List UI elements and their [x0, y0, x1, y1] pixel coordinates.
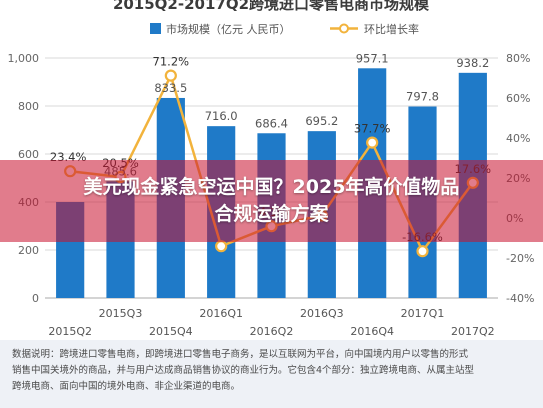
line-marker — [164, 69, 177, 82]
legend-label-bar: 市场规模（亿元 人民币） — [166, 22, 291, 36]
y-right-tick-label: -40% — [506, 292, 534, 305]
line-value-label: 37.7% — [354, 122, 391, 136]
legend-label-line: 环比增长率 — [364, 22, 419, 36]
y-left-tick-label: 800 — [18, 100, 39, 113]
x-tick-label: 2015Q4 — [149, 325, 193, 338]
bar-value-label: 686.4 — [255, 116, 288, 130]
chart-title: 2015Q2-2017Q2跨境进口零售电商市场规模 — [113, 0, 430, 13]
legend-swatch-bar — [150, 23, 161, 34]
line-marker — [416, 245, 429, 258]
bar-value-label: 716.0 — [205, 109, 238, 123]
bar-value-label: 938.2 — [456, 56, 489, 70]
y-left-tick-label: 0 — [32, 292, 39, 305]
bar-value-label: 833.5 — [154, 81, 187, 95]
headline-line-1: 美元现金紧急空运中国？2025年高价值物品 — [83, 176, 460, 198]
data-note-line: 数据说明：跨境进口零售电商，即跨境进口零售电子商务，是以互联网为平台，向中国境内… — [12, 349, 469, 360]
data-note-line: 跨境电商、面向中国的境外电商、非企业渠道的电商。 — [12, 381, 241, 392]
headline-banner[interactable]: 美元现金紧急空运中国？2025年高价值物品 合规运输方案 — [0, 160, 543, 242]
bar-value-label: 957.1 — [356, 51, 389, 65]
x-tick-label: 2017Q2 — [451, 325, 495, 338]
line-marker — [366, 136, 379, 149]
legend-marker-line — [339, 23, 349, 34]
y-left-tick-label: 200 — [18, 244, 39, 257]
x-tick-label: 2016Q1 — [199, 307, 243, 320]
x-tick-label: 2015Q2 — [48, 325, 92, 338]
axes: 1,000800600400200080%60%40%20%0%-20%-40%… — [8, 52, 535, 338]
x-tick-label: 2017Q1 — [401, 307, 445, 320]
y-right-tick-label: -20% — [506, 252, 534, 265]
x-tick-label: 2016Q2 — [250, 325, 294, 338]
line-marker — [215, 240, 228, 253]
y-right-tick-label: 60% — [506, 92, 530, 105]
y-right-tick-label: 80% — [506, 52, 530, 65]
x-tick-label: 2015Q3 — [99, 307, 143, 320]
x-tick-label: 2016Q3 — [300, 307, 344, 320]
line-value-label: 71.2% — [153, 55, 190, 69]
chart-legend: 市场规模（亿元 人民币） 环比增长率 — [150, 22, 419, 36]
bar-value-label: 797.8 — [406, 90, 439, 104]
bar-value-label: 695.2 — [305, 114, 338, 128]
headline-line-2: 合规运输方案 — [214, 203, 329, 225]
y-right-tick-label: 40% — [506, 132, 530, 145]
y-left-tick-label: 1,000 — [8, 52, 40, 65]
y-left-tick-label: 600 — [18, 148, 39, 161]
x-tick-label: 2016Q4 — [350, 325, 394, 338]
data-note-line: 销售中国关境外的商品，并与用户达成商品销售协议的商业行为。它包含4个部分：独立跨… — [12, 365, 475, 376]
data-note: 数据说明：跨境进口零售电商，即跨境进口零售电子商务，是以互联网为平台，向中国境内… — [0, 340, 543, 408]
